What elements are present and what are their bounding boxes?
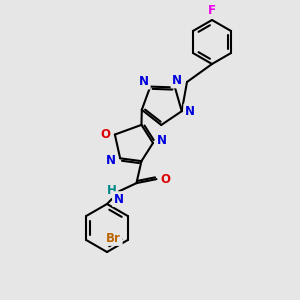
Text: N: N [113, 193, 124, 206]
Text: H: H [106, 184, 116, 196]
Text: N: N [106, 154, 116, 167]
Text: F: F [208, 4, 216, 17]
Text: N: N [139, 75, 149, 88]
Text: N: N [157, 134, 167, 148]
Text: O: O [101, 128, 111, 141]
Text: O: O [160, 172, 170, 186]
Text: N: N [185, 105, 195, 118]
Text: N: N [172, 74, 182, 87]
Text: Br: Br [106, 232, 121, 244]
